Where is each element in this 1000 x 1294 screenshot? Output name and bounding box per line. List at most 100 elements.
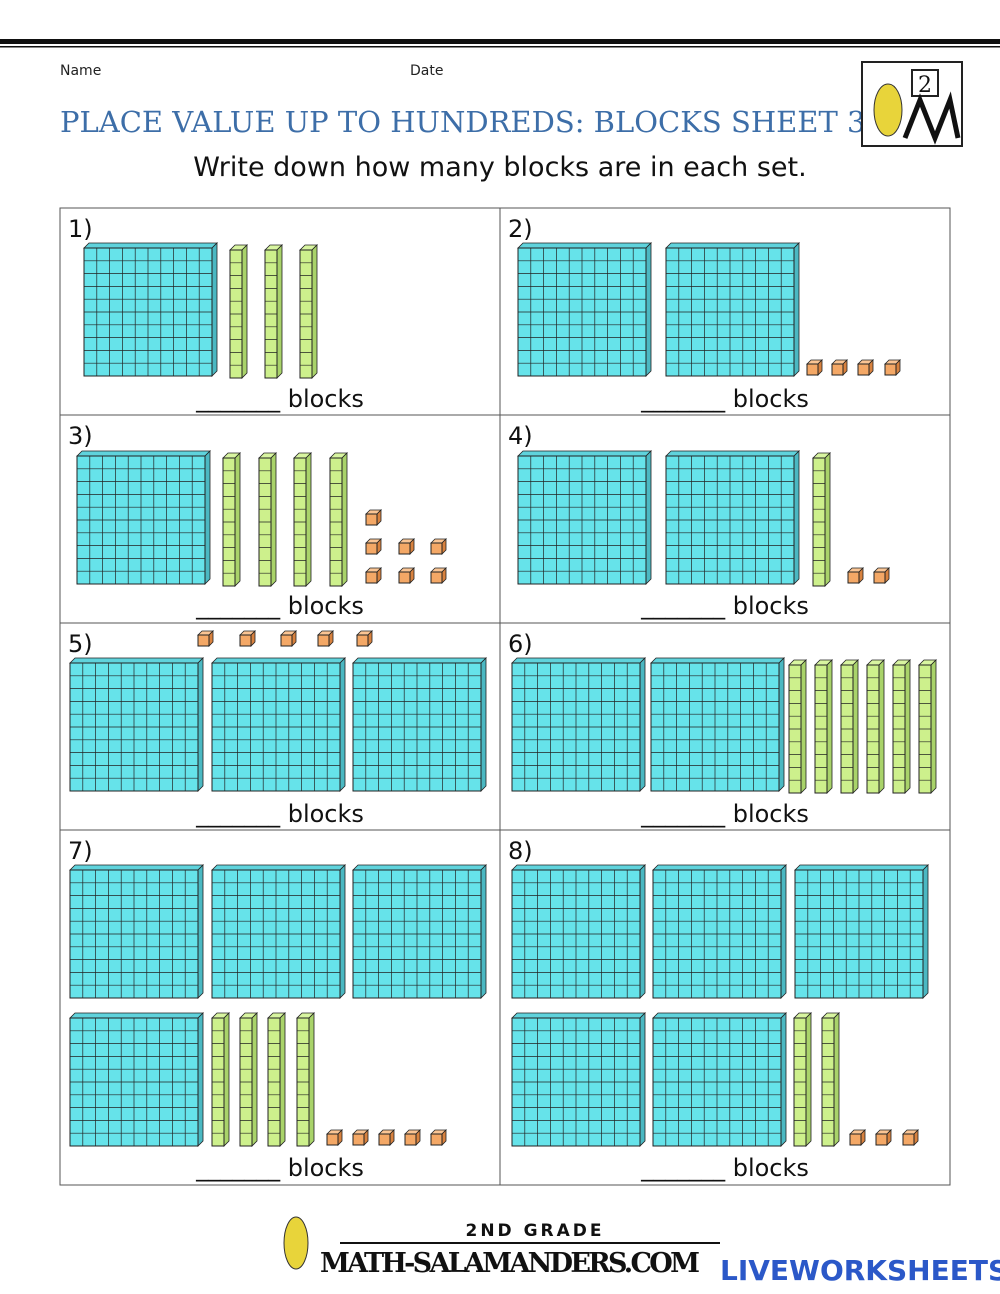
hundred-flat bbox=[69, 657, 204, 792]
ten-rod bbox=[840, 659, 859, 794]
grid-border bbox=[59, 207, 951, 1186]
rod-cells bbox=[867, 677, 879, 781]
rod-side bbox=[305, 452, 312, 587]
answer-prompt: _______ blocks bbox=[640, 800, 809, 828]
flat-top bbox=[69, 1012, 204, 1019]
flat-side bbox=[197, 1012, 204, 1147]
flat-side bbox=[780, 864, 787, 999]
ten-rod bbox=[812, 452, 831, 587]
flat-cells bbox=[666, 456, 794, 584]
flat-cells bbox=[795, 870, 923, 998]
title: PLACE VALUE UP TO HUNDREDS: BLOCKS SHEET… bbox=[60, 105, 865, 139]
cube-face bbox=[902, 1133, 915, 1146]
flat-cells bbox=[518, 456, 646, 584]
cube-face bbox=[398, 571, 411, 584]
flat-cells bbox=[512, 663, 640, 791]
problem-number: 8) bbox=[508, 837, 533, 865]
hundred-flat bbox=[352, 657, 487, 792]
rod-side bbox=[276, 244, 283, 379]
flat-top bbox=[76, 450, 211, 457]
rod-cells bbox=[294, 470, 306, 574]
answer-prompt: _______ blocks bbox=[640, 385, 809, 413]
rod-side bbox=[824, 452, 831, 587]
flat-cells bbox=[653, 870, 781, 998]
logo: 2 bbox=[861, 61, 963, 147]
flat-cells bbox=[212, 663, 340, 791]
answer-prompt: _______ blocks bbox=[640, 1154, 809, 1182]
rod-side bbox=[311, 244, 318, 379]
flat-top bbox=[211, 657, 346, 664]
cube-face bbox=[317, 634, 330, 647]
rod-cells bbox=[794, 1030, 806, 1134]
rod-side bbox=[904, 659, 911, 794]
rod-side bbox=[241, 244, 248, 379]
flat-cells bbox=[353, 663, 481, 791]
problem-number: 1) bbox=[68, 215, 93, 243]
one-cube bbox=[849, 1129, 866, 1146]
flat-side bbox=[645, 450, 652, 585]
logo-salamander bbox=[873, 83, 903, 137]
hundred-flat bbox=[665, 242, 800, 377]
one-cube bbox=[430, 538, 447, 555]
one-cube bbox=[365, 509, 382, 526]
problem-number: 7) bbox=[68, 837, 93, 865]
cube-face bbox=[239, 634, 252, 647]
one-cube bbox=[317, 630, 334, 647]
flat-side bbox=[922, 864, 929, 999]
footer-salamander bbox=[283, 1216, 309, 1270]
flat-cells bbox=[512, 870, 640, 998]
rod-side bbox=[234, 452, 241, 587]
footer-site: MATH-SALAMANDERS.COM bbox=[320, 1248, 700, 1279]
one-cube bbox=[326, 1129, 343, 1146]
one-cube bbox=[280, 630, 297, 647]
cube-face bbox=[430, 571, 443, 584]
one-cube bbox=[398, 567, 415, 584]
hundred-flat bbox=[511, 1012, 646, 1147]
ten-rod bbox=[329, 452, 348, 587]
cube-face bbox=[430, 542, 443, 555]
flat-top bbox=[652, 1012, 787, 1019]
flat-side bbox=[778, 657, 785, 792]
flat-cells bbox=[666, 248, 794, 376]
flat-top bbox=[511, 864, 646, 871]
flat-side bbox=[339, 657, 346, 792]
cube-face bbox=[378, 1133, 391, 1146]
rod-side bbox=[341, 452, 348, 587]
flat-top bbox=[211, 864, 346, 871]
ten-rod bbox=[229, 244, 248, 379]
hundred-flat bbox=[69, 864, 204, 999]
ten-rod bbox=[793, 1012, 812, 1147]
ten-rod bbox=[788, 659, 807, 794]
rod-cells bbox=[223, 470, 235, 574]
cube-face bbox=[430, 1133, 443, 1146]
hundred-flat bbox=[69, 1012, 204, 1147]
cube-face bbox=[873, 571, 886, 584]
one-cube bbox=[365, 538, 382, 555]
hundred-flat bbox=[517, 242, 652, 377]
flat-top bbox=[652, 864, 787, 871]
cube-face bbox=[352, 1133, 365, 1146]
one-cube bbox=[197, 630, 214, 647]
one-cube bbox=[430, 1129, 447, 1146]
flat-cells bbox=[653, 1018, 781, 1146]
ten-rod bbox=[299, 244, 318, 379]
rod-cells bbox=[265, 262, 277, 366]
flat-side bbox=[793, 242, 800, 377]
rod-cells bbox=[330, 470, 342, 574]
flat-side bbox=[639, 864, 646, 999]
ten-rod bbox=[222, 452, 241, 587]
one-cube bbox=[806, 359, 823, 376]
one-cube bbox=[356, 630, 373, 647]
ten-rod bbox=[918, 659, 937, 794]
answer-prompt: _______ blocks bbox=[195, 385, 364, 413]
flat-top bbox=[352, 657, 487, 664]
hundred-flat bbox=[352, 864, 487, 999]
flat-top bbox=[69, 657, 204, 664]
one-cube bbox=[430, 567, 447, 584]
flat-top bbox=[511, 657, 646, 664]
answer-prompt: _______ blocks bbox=[640, 592, 809, 620]
rod-side bbox=[833, 1012, 840, 1147]
problem-number: 2) bbox=[508, 215, 533, 243]
cube-face bbox=[884, 363, 897, 376]
